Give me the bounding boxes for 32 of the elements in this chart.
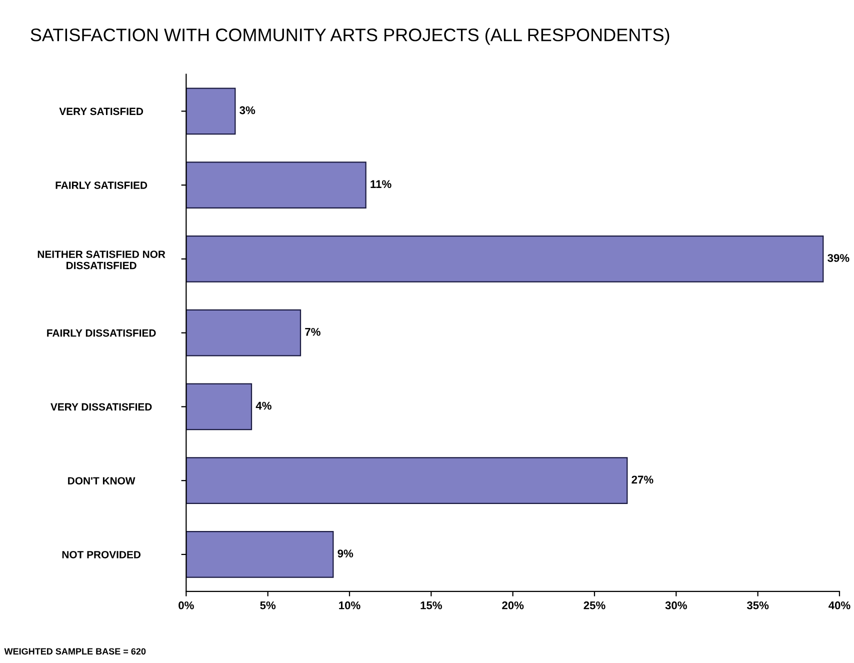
bar (186, 531, 334, 578)
y-tick-label: FAIRLY SATISFIED (56, 182, 148, 189)
y-tick-label: DON'T KNOW (68, 477, 136, 484)
data-label: 27% (632, 476, 654, 484)
chart-title: SATISFACTION WITH COMMUNITY ARTS PROJECTS (ALL RESPONDENTS) (30, 28, 670, 45)
x-tick-label: 15% (420, 601, 442, 610)
x-tick-label: 40% (828, 601, 850, 610)
data-label: 3% (240, 106, 256, 114)
x-tick-label: 5% (260, 601, 276, 610)
x-tick-label: 30% (665, 601, 687, 610)
x-tick-label: 25% (584, 601, 606, 610)
bar (186, 88, 236, 135)
bar (186, 162, 366, 209)
text: WEIGHTED SAMPLE BASE = 620 (4, 648, 146, 655)
y-tick-label: VERY DISSATISFIED (50, 403, 152, 411)
x-tick-label: 20% (502, 601, 524, 610)
data-label: 11% (370, 180, 392, 188)
x-tick-label: 35% (746, 601, 769, 610)
y-tick-label: NOT PROVIDED (62, 550, 141, 558)
y-tick-label: NEITHER SATISFIED NOR DISSATISFIED (38, 250, 166, 270)
data-label: 9% (338, 550, 354, 558)
x-tick-label: 0% (178, 601, 194, 610)
x-tick-label: 10% (339, 601, 360, 610)
y-tick-label: FAIRLY DISSATISFIED (47, 329, 156, 337)
bar (186, 457, 628, 504)
bar (186, 309, 302, 356)
y-tick-label: VERY SATISFIED (59, 108, 144, 116)
bar (186, 383, 252, 430)
data-label: 4% (256, 402, 272, 410)
data-label: 7% (305, 328, 320, 336)
bar (186, 235, 824, 282)
data-label: 39% (828, 254, 850, 262)
